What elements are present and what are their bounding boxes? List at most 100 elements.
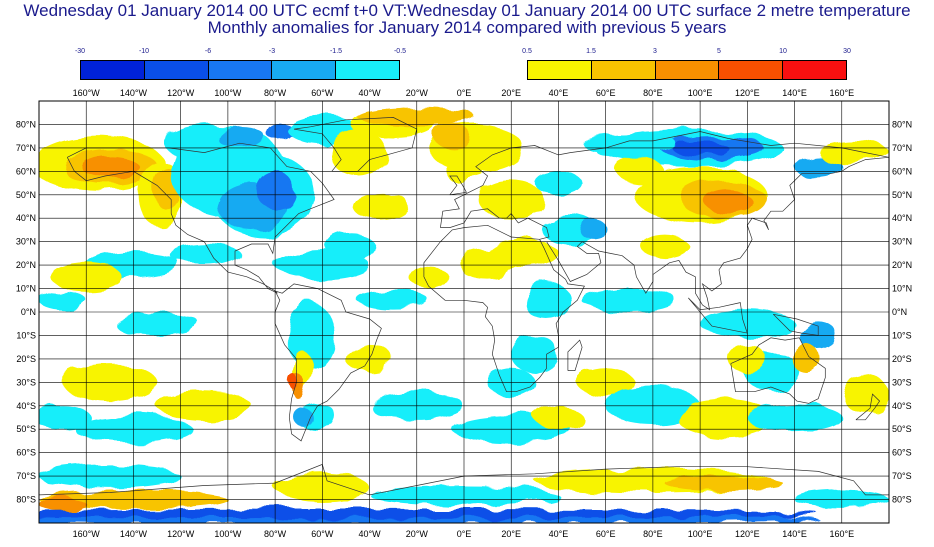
negative-color-swatch [208, 61, 273, 79]
latitude-labels-left: 80°N 70°N 60°N 50°N 40°N 30°N 20°N 10°N 0°N 10°S 2… [16, 119, 36, 504]
axis-tick-label: 140°E [782, 529, 807, 539]
graticule [39, 101, 889, 523]
positive-tick-label: 5 [717, 48, 721, 55]
axis-tick-label: 20°W [406, 529, 429, 539]
anomaly-region [409, 265, 448, 289]
axis-tick-label: 40°E [549, 529, 569, 539]
axis-tick-label: 80°E [643, 88, 663, 98]
axis-tick-label: 10°N [892, 284, 912, 294]
axis-tick-label: 120°W [167, 529, 195, 539]
axis-tick-label: 60°S [892, 448, 912, 458]
axis-tick-label: 70°S [16, 471, 36, 481]
axis-tick-label: 50°S [892, 424, 912, 434]
coastline [66, 142, 335, 294]
longitude-labels-top: 160°W 140°W 120°W 100°W 80°W 60°W 40°W 20°W 0°E 2… [73, 88, 854, 98]
axis-tick-label: 60°S [16, 448, 36, 458]
axis-tick-label: 160°E [829, 529, 854, 539]
positive-tick-label: 1.5 [586, 48, 596, 55]
axis-tick-label: 80°N [892, 119, 912, 129]
axis-tick-label: 30°S [16, 377, 36, 387]
anomaly-region [523, 281, 571, 320]
coastline [567, 339, 583, 371]
axis-tick-label: 100°W [214, 88, 242, 98]
negative-color-swatch [81, 61, 145, 79]
negative-legend-colorbar [80, 60, 400, 80]
negative-tick-label: -0.5 [393, 48, 407, 55]
negative-color-swatch [336, 61, 399, 79]
anomaly-region [818, 140, 889, 165]
map-frame [38, 100, 890, 524]
negative-tick-label: -1.5 [329, 48, 343, 55]
axis-tick-label: 30°S [892, 377, 912, 387]
axis-tick-label: 40°E [549, 88, 569, 98]
positive-legend-colorbar [527, 60, 847, 80]
coastline [855, 393, 881, 421]
axis-tick-label: 10°S [892, 330, 912, 340]
negative-legend-ticks: -30 -10 -6 -3 -1.5 -0.5 [75, 48, 406, 60]
anomaly-region [39, 497, 87, 512]
anomaly-region [81, 154, 139, 179]
negative-color-swatch [144, 61, 209, 79]
positive-tick-label: 3 [653, 48, 657, 55]
axis-tick-label: 40°W [359, 529, 382, 539]
axis-tick-label: 20°E [501, 88, 521, 98]
axis-tick-label: 120°E [735, 88, 760, 98]
anomaly-region [216, 124, 264, 148]
negative-anomaly-legend: -30 -10 -6 -3 -1.5 -0.5 [75, 48, 406, 80]
axis-tick-label: 120°E [735, 529, 760, 539]
positive-color-swatch [591, 61, 656, 79]
negative-tick-label: -30 [74, 48, 86, 55]
axis-tick-label: 40°S [892, 401, 912, 411]
anomaly-region [433, 124, 472, 148]
anomaly-region [582, 288, 677, 312]
axis-tick-label: 20°S [892, 354, 912, 364]
anomaly-region [511, 335, 559, 373]
negative-tick-label: -6 [204, 48, 212, 55]
anomaly-region [582, 133, 677, 153]
axis-tick-label: 20°N [16, 260, 36, 270]
axis-tick-label: 100°E [688, 529, 713, 539]
axis-tick-label: 80°S [16, 495, 36, 505]
axis-tick-label: 80°N [16, 119, 36, 129]
axis-tick-label: 10°N [16, 284, 36, 294]
positive-tick-label: 0.5 [522, 48, 532, 55]
anomaly-region [329, 129, 387, 177]
axis-tick-label: 30°N [16, 237, 36, 247]
axis-tick-label: 50°S [16, 424, 36, 434]
coastlines [39, 117, 889, 523]
latitude-labels-right: 80°N 70°N 60°N 50°N 40°N 30°N 20°N 10°N 0°N 10°S 2… [892, 119, 912, 504]
coastline [546, 156, 889, 311]
axis-tick-label: 70°S [892, 471, 912, 481]
coastline [449, 175, 467, 196]
axis-tick-label: 60°N [16, 166, 36, 176]
axis-tick-label: 20°E [501, 529, 521, 539]
axis-tick-label: 160°W [73, 88, 101, 98]
axis-tick-label: 160°E [829, 88, 854, 98]
axis-tick-label: 80°W [264, 88, 287, 98]
anomaly-region [168, 241, 240, 266]
anomaly-region [357, 290, 429, 310]
anomaly-region [641, 234, 689, 259]
axis-tick-label: 140°E [782, 88, 807, 98]
map-title-line-1: Wednesday 01 January 2014 00 UTC ecmf t+… [23, 1, 911, 20]
anomaly-region [39, 405, 91, 430]
axis-tick-label: 80°E [643, 529, 663, 539]
axis-tick-label: 0°E [457, 529, 472, 539]
axis-tick-label: 140°W [120, 88, 148, 98]
positive-color-swatch [655, 61, 720, 79]
axis-tick-label: 20°S [16, 354, 36, 364]
axis-tick-label: 10°S [16, 330, 36, 340]
axis-tick-label: 40°N [16, 213, 36, 223]
negative-color-swatch [272, 61, 337, 79]
axis-tick-label: 30°N [892, 237, 912, 247]
axis-tick-label: 70°N [16, 143, 36, 153]
coastline [688, 297, 748, 334]
axis-tick-label: 40°N [892, 213, 912, 223]
axis-tick-label: 0°N [892, 307, 907, 317]
anomaly-region [664, 476, 783, 491]
axis-tick-label: 20°W [406, 88, 429, 98]
axis-tick-label: 60°E [596, 88, 616, 98]
axis-tick-label: 40°S [16, 401, 36, 411]
negative-tick-label: -10 [138, 48, 150, 55]
